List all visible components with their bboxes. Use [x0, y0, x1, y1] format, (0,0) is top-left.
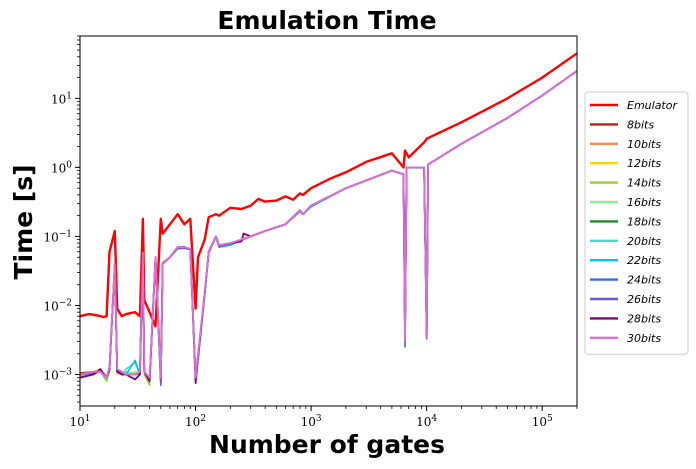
- legend-box: [584, 91, 689, 355]
- legend-label: 24bits: [627, 274, 661, 287]
- y-axis-label: Time [s]: [9, 164, 38, 279]
- plot-frame: [79, 35, 578, 407]
- legend-label: 30bits: [627, 332, 661, 345]
- legend-label: 16bits: [627, 196, 661, 209]
- legend-label: Emulator: [627, 99, 678, 112]
- legend-label: 22bits: [627, 254, 661, 267]
- legend: Emulator 8bits 10bits 12bits 14bits 16bits 18b…: [584, 91, 689, 355]
- chart-title: Emulation Time: [217, 6, 436, 35]
- legend-label: 12bits: [627, 157, 661, 170]
- legend-label: 28bits: [627, 312, 661, 325]
- series-line-emulator: [80, 52, 577, 328]
- legend-label: 14bits: [627, 177, 661, 190]
- legend-label: 20bits: [627, 235, 661, 248]
- legend-label: 10bits: [627, 138, 661, 151]
- legend-label: 18bits: [627, 215, 661, 228]
- series-line-30bits: [80, 70, 577, 379]
- legend-label: 8bits: [627, 118, 654, 131]
- plot-lines: [80, 52, 577, 387]
- legend-label: 26bits: [627, 293, 661, 306]
- x-axis-label: Number of gates: [209, 430, 445, 459]
